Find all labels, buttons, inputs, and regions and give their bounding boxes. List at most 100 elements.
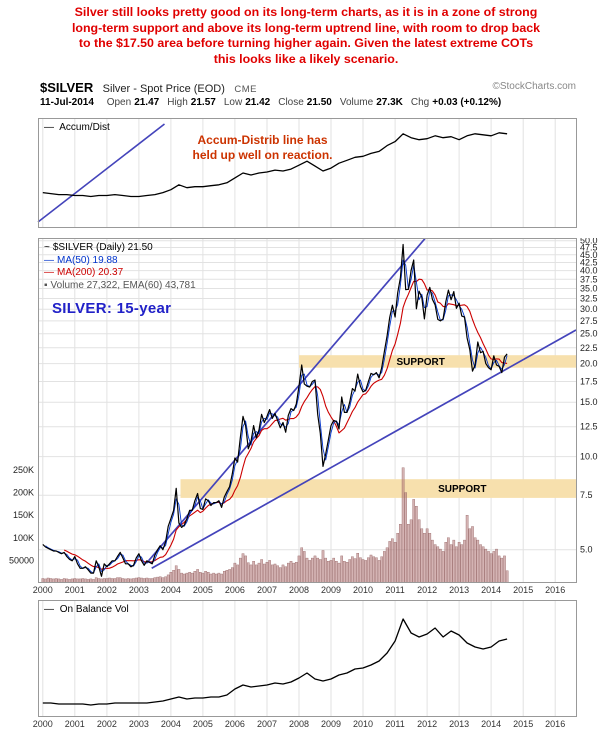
- x-axis-year-label: 2008: [288, 585, 310, 595]
- copyright-label: ©StockCharts.com: [492, 81, 576, 92]
- x-axis-year-label: 2000: [32, 585, 53, 595]
- svg-text:25.0: 25.0: [580, 329, 598, 339]
- svg-text:10.0: 10.0: [580, 452, 598, 462]
- x-axis-year-label: 2013: [449, 585, 470, 595]
- quote-field-value: 21.57: [190, 97, 216, 108]
- price-panel-legend: ~ $SILVER (Daily) 21.50— MA(50) 19.88— MA(2…: [44, 242, 196, 292]
- quote-open: Open 21.47: [107, 97, 160, 108]
- x-axis-year-label: 2006: [224, 719, 245, 729]
- quote-field-label: Chg: [410, 97, 430, 108]
- x-axis-year-label: 2009: [320, 585, 342, 595]
- svg-text:40.0: 40.0: [580, 266, 598, 276]
- svg-text:32.5: 32.5: [580, 294, 598, 304]
- x-axis-year-label: 2012: [417, 585, 438, 595]
- x-axis-year-label: 2006: [224, 585, 245, 595]
- x-axis-year-label: 2015: [513, 719, 534, 729]
- svg-text:17.5: 17.5: [580, 377, 598, 387]
- x-axis-year-label: 2005: [192, 719, 213, 729]
- annotation-line: this looks like a likely scenario.: [213, 51, 399, 66]
- legend-item-0: ~ $SILVER (Daily) 21.50: [44, 242, 196, 255]
- x-axis-year-label: 2010: [352, 719, 374, 729]
- legend-label: Volume 27,322, EMA(60) 43,781: [50, 279, 196, 291]
- svg-text:37.5: 37.5: [580, 274, 598, 284]
- quote-close: Close 21.50: [278, 97, 332, 108]
- svg-text:22.5: 22.5: [580, 343, 598, 353]
- series-swatch-icon: —: [44, 267, 54, 278]
- exchange-label: CME: [234, 84, 257, 95]
- x-axis-year-label: 2014: [481, 585, 502, 595]
- top-annotation: Silver still looks pretty good on its lo…: [0, 5, 612, 67]
- line-swatch-icon: —: [44, 122, 54, 133]
- x-axis-year-label: 2016: [545, 719, 566, 729]
- legend-item-3: ▪ Volume 27,322, EMA(60) 43,781: [44, 280, 196, 293]
- quote-field-value: 27.3K: [376, 97, 403, 108]
- x-axis-year-label: 2004: [160, 719, 181, 729]
- accum-dist-panel: [37, 118, 577, 228]
- legend-label: $SILVER (Daily) 21.50: [52, 242, 153, 253]
- x-axis-year-label: 2008: [288, 719, 310, 729]
- accum-note-line: held up well on reaction.: [192, 148, 333, 162]
- obv-legend-label: On Balance Vol: [59, 604, 129, 615]
- quote-chg: Chg +0.03 (+0.12%): [411, 97, 501, 108]
- svg-text:150K: 150K: [13, 510, 34, 520]
- x-axis-year-label: 2001: [64, 585, 85, 595]
- x-axis-labels-top: 2000 2001 2002 2003 2004 2005 2006 2007 2008 2009…: [0, 585, 612, 597]
- svg-text:100K: 100K: [13, 533, 34, 543]
- annotation-line: long-term support and above its long-ter…: [71, 20, 541, 35]
- quote-field-value: 21.47: [134, 97, 160, 108]
- x-axis-year-label: 2002: [96, 585, 117, 595]
- x-axis-labels-bottom: 2000 2001 2002 2003 2004 2005 2006 2007 2008 2009…: [0, 719, 612, 731]
- accum-dist-annotation: Accum-Distrib line has held up well on r…: [145, 133, 380, 163]
- svg-text:7.5: 7.5: [580, 490, 593, 500]
- svg-text:5.0: 5.0: [580, 545, 593, 555]
- quote-high: High 21.57: [167, 97, 216, 108]
- x-axis-year-label: 2007: [256, 719, 278, 729]
- quote-field-value: +0.03 (+0.12%): [432, 97, 502, 108]
- quote-volume: Volume 27.3K: [340, 97, 403, 108]
- svg-text:200K: 200K: [13, 488, 34, 498]
- x-axis-year-label: 2011: [385, 585, 405, 595]
- obv-legend: — On Balance Vol: [44, 604, 129, 615]
- x-axis-year-label: 2007: [256, 585, 278, 595]
- x-axis-year-label: 2003: [128, 719, 149, 729]
- x-axis-year-label: 2015: [513, 585, 534, 595]
- x-axis-year-label: 2004: [160, 585, 181, 595]
- x-axis-year-label: 2005: [192, 585, 213, 595]
- chart-header: $SILVER Silver - Spot Price (EOD) CME: [40, 79, 257, 97]
- x-axis-year-label: 2012: [417, 719, 438, 729]
- x-axis-year-label: 2002: [96, 719, 117, 729]
- svg-text:47.5: 47.5: [580, 243, 598, 253]
- date-label: 11-Jul-2014: [40, 97, 94, 108]
- svg-text:35.0: 35.0: [580, 284, 598, 294]
- quote-bar: Open 21.47 High 21.57 Low 21.42 Close 21.50 Volu…: [107, 97, 509, 108]
- quote-field-value: 21.50: [306, 97, 332, 108]
- svg-text:45.0: 45.0: [580, 250, 598, 260]
- symbol-description: Silver - Spot Price (EOD): [102, 83, 225, 95]
- quote-field-label: Close: [278, 97, 304, 108]
- x-axis-year-label: 2013: [449, 719, 470, 729]
- legend-label: MA(50) 19.88: [57, 254, 118, 266]
- x-axis-year-label: 2011: [385, 719, 405, 729]
- svg-text:20.0: 20.0: [580, 359, 598, 369]
- quote-field-label: High: [167, 97, 188, 108]
- svg-text:27.5: 27.5: [580, 316, 598, 326]
- accum-dist-legend-label: Accum/Dist: [59, 122, 110, 133]
- quote-field-value: 21.42: [245, 97, 271, 108]
- x-axis-year-label: 2003: [128, 585, 149, 595]
- line-swatch-icon: —: [44, 604, 54, 615]
- legend-label: MA(200) 20.37: [57, 267, 124, 278]
- series-swatch-icon: ~: [44, 242, 50, 253]
- quote-header: 11-Jul-2014 Open 21.47 High 21.57 Low 21.42 Cl…: [40, 97, 509, 108]
- legend-item-2: — MA(200) 20.37: [44, 267, 196, 280]
- x-axis-year-label: 2010: [352, 585, 374, 595]
- annotation-line: Silver still looks pretty good on its lo…: [74, 5, 538, 19]
- accum-note-line: Accum-Distrib line has: [197, 133, 328, 147]
- quote-field-label: Low: [223, 97, 243, 108]
- x-axis-year-label: 2001: [64, 719, 85, 729]
- svg-text:250K: 250K: [13, 465, 34, 475]
- svg-text:50.0: 50.0: [580, 238, 598, 246]
- obv-panel: [38, 600, 577, 717]
- svg-text:SUPPORT: SUPPORT: [438, 484, 486, 495]
- x-axis-year-label: 2014: [481, 719, 502, 729]
- legend-item-1: — MA(50) 19.88: [44, 255, 196, 268]
